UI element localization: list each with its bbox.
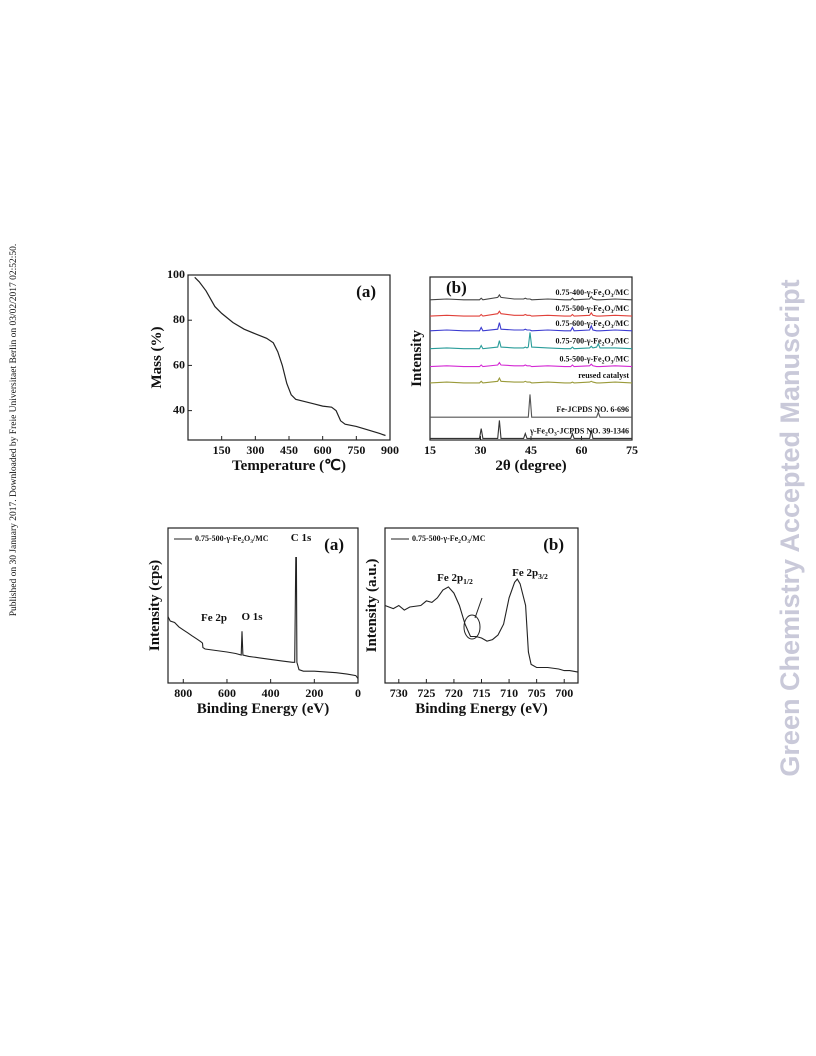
series-label: 0.75-500-γ-Fe2O3/MC	[555, 304, 629, 315]
data-line	[429, 361, 633, 368]
x-tick-label: 750	[347, 443, 365, 457]
x-axis-label: Temperature (℃)	[232, 458, 346, 474]
plot-frame	[167, 527, 359, 684]
legend-label: 0.75-500-γ-Fe2O3/MC	[195, 534, 269, 545]
x-tick-label: 400	[262, 686, 280, 700]
panel-label: (a)	[324, 535, 344, 554]
x-tick-label: 75	[626, 443, 638, 457]
x-tick-label: 0	[355, 686, 361, 700]
y-axis-label: Intensity (cps)	[147, 560, 163, 651]
series-label: 0.75-400-γ-Fe2O3/MC	[555, 288, 629, 299]
x-axis-label: Binding Energy (eV)	[415, 701, 548, 717]
data-line	[384, 578, 579, 673]
y-tick-label: 80	[173, 312, 185, 326]
y-axis-label: Intensity (a.u.)	[364, 559, 380, 653]
x-tick-label: 900	[381, 443, 399, 457]
data-line	[429, 322, 633, 332]
y-tick-label: 100	[167, 267, 185, 281]
annotation: C 1s	[291, 532, 312, 544]
data-line	[194, 276, 386, 437]
pointer-line	[474, 597, 483, 619]
x-tick-label: 45	[525, 443, 537, 457]
x-tick-label: 720	[445, 686, 463, 700]
data-line	[167, 556, 359, 679]
y-tick-label: 40	[173, 402, 185, 416]
x-tick-label: 300	[246, 443, 264, 457]
data-line	[430, 394, 632, 418]
plot-frame	[429, 276, 633, 441]
x-tick-label: 710	[500, 686, 518, 700]
x-tick-label: 715	[473, 686, 491, 700]
data-line	[429, 332, 633, 350]
x-tick-label: 30	[475, 443, 487, 457]
x-tick-label: 800	[174, 686, 192, 700]
x-tick-label: 600	[314, 443, 332, 457]
side-note: Published on 30 January 2017. Downloaded…	[9, 244, 19, 617]
series-label: reused catalyst	[578, 371, 629, 380]
panel-label: (b)	[446, 278, 467, 297]
series-label: 0.75-600-γ-Fe2O3/MC	[555, 319, 629, 330]
data-line	[430, 420, 632, 439]
y-axis-label: Intensity	[409, 330, 425, 387]
annotation: Fe 2p3/2	[512, 567, 548, 582]
panel-label: (b)	[543, 535, 564, 554]
legend-label: 0.75-500-γ-Fe2O3/MC	[412, 534, 486, 545]
x-tick-label: 600	[218, 686, 236, 700]
series-label: 0.75-700-γ-Fe2O3/MC	[555, 337, 629, 348]
annotation: O 1s	[241, 611, 263, 623]
watermark: Green Chemistry Accepted Manuscript	[775, 279, 805, 776]
series-label: 0.5-500-γ-Fe2O3/MC	[559, 354, 629, 365]
y-tick-label: 60	[173, 357, 185, 371]
x-tick-label: 725	[417, 686, 435, 700]
series-label: Fe-JCPDS NO. 6-696	[556, 405, 629, 414]
x-tick-label: 705	[528, 686, 546, 700]
x-tick-label: 700	[555, 686, 573, 700]
panel-label: (a)	[356, 282, 376, 301]
series-label: γ-Fe2O3-JCPDS NO. 39-1346	[529, 426, 629, 437]
highlight-ellipse	[463, 614, 481, 640]
annotation: Fe 2p1/2	[437, 572, 473, 587]
data-line	[429, 310, 633, 317]
data-line	[429, 376, 633, 384]
data-line	[429, 293, 633, 301]
x-axis-label: 2θ (degree)	[495, 458, 566, 474]
x-tick-label: 60	[576, 443, 588, 457]
x-tick-label: 150	[213, 443, 231, 457]
x-tick-label: 15	[424, 443, 436, 457]
x-tick-label: 450	[280, 443, 298, 457]
x-tick-label: 200	[305, 686, 323, 700]
x-axis-label: Binding Energy (eV)	[197, 701, 330, 717]
annotation: Fe 2p	[201, 612, 227, 624]
y-axis-label: Mass (%)	[149, 326, 165, 388]
x-tick-label: 730	[390, 686, 408, 700]
